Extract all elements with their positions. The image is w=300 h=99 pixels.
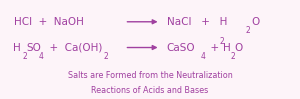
Text: H: H bbox=[223, 42, 230, 53]
Text: 2: 2 bbox=[22, 52, 27, 61]
Text: HCl  +  NaOH: HCl + NaOH bbox=[14, 17, 83, 27]
Text: 2: 2 bbox=[246, 26, 251, 35]
Text: NaCl   +   H: NaCl + H bbox=[167, 17, 227, 27]
Text: CaSO: CaSO bbox=[167, 42, 195, 53]
Text: Reactions of Acids and Bases: Reactions of Acids and Bases bbox=[92, 86, 208, 95]
Text: O: O bbox=[235, 42, 243, 53]
Text: 4: 4 bbox=[39, 52, 44, 61]
Text: +: + bbox=[204, 42, 226, 53]
Text: Salts are Formed from the Neutralization: Salts are Formed from the Neutralization bbox=[68, 71, 232, 80]
Text: 4: 4 bbox=[200, 52, 205, 61]
Text: SO: SO bbox=[26, 42, 41, 53]
Text: O: O bbox=[251, 17, 260, 27]
Text: +  Ca(OH): + Ca(OH) bbox=[43, 42, 102, 53]
Text: 2: 2 bbox=[231, 52, 236, 61]
Text: 2: 2 bbox=[219, 37, 224, 46]
Text: 2: 2 bbox=[103, 52, 108, 61]
Text: H: H bbox=[14, 42, 21, 53]
